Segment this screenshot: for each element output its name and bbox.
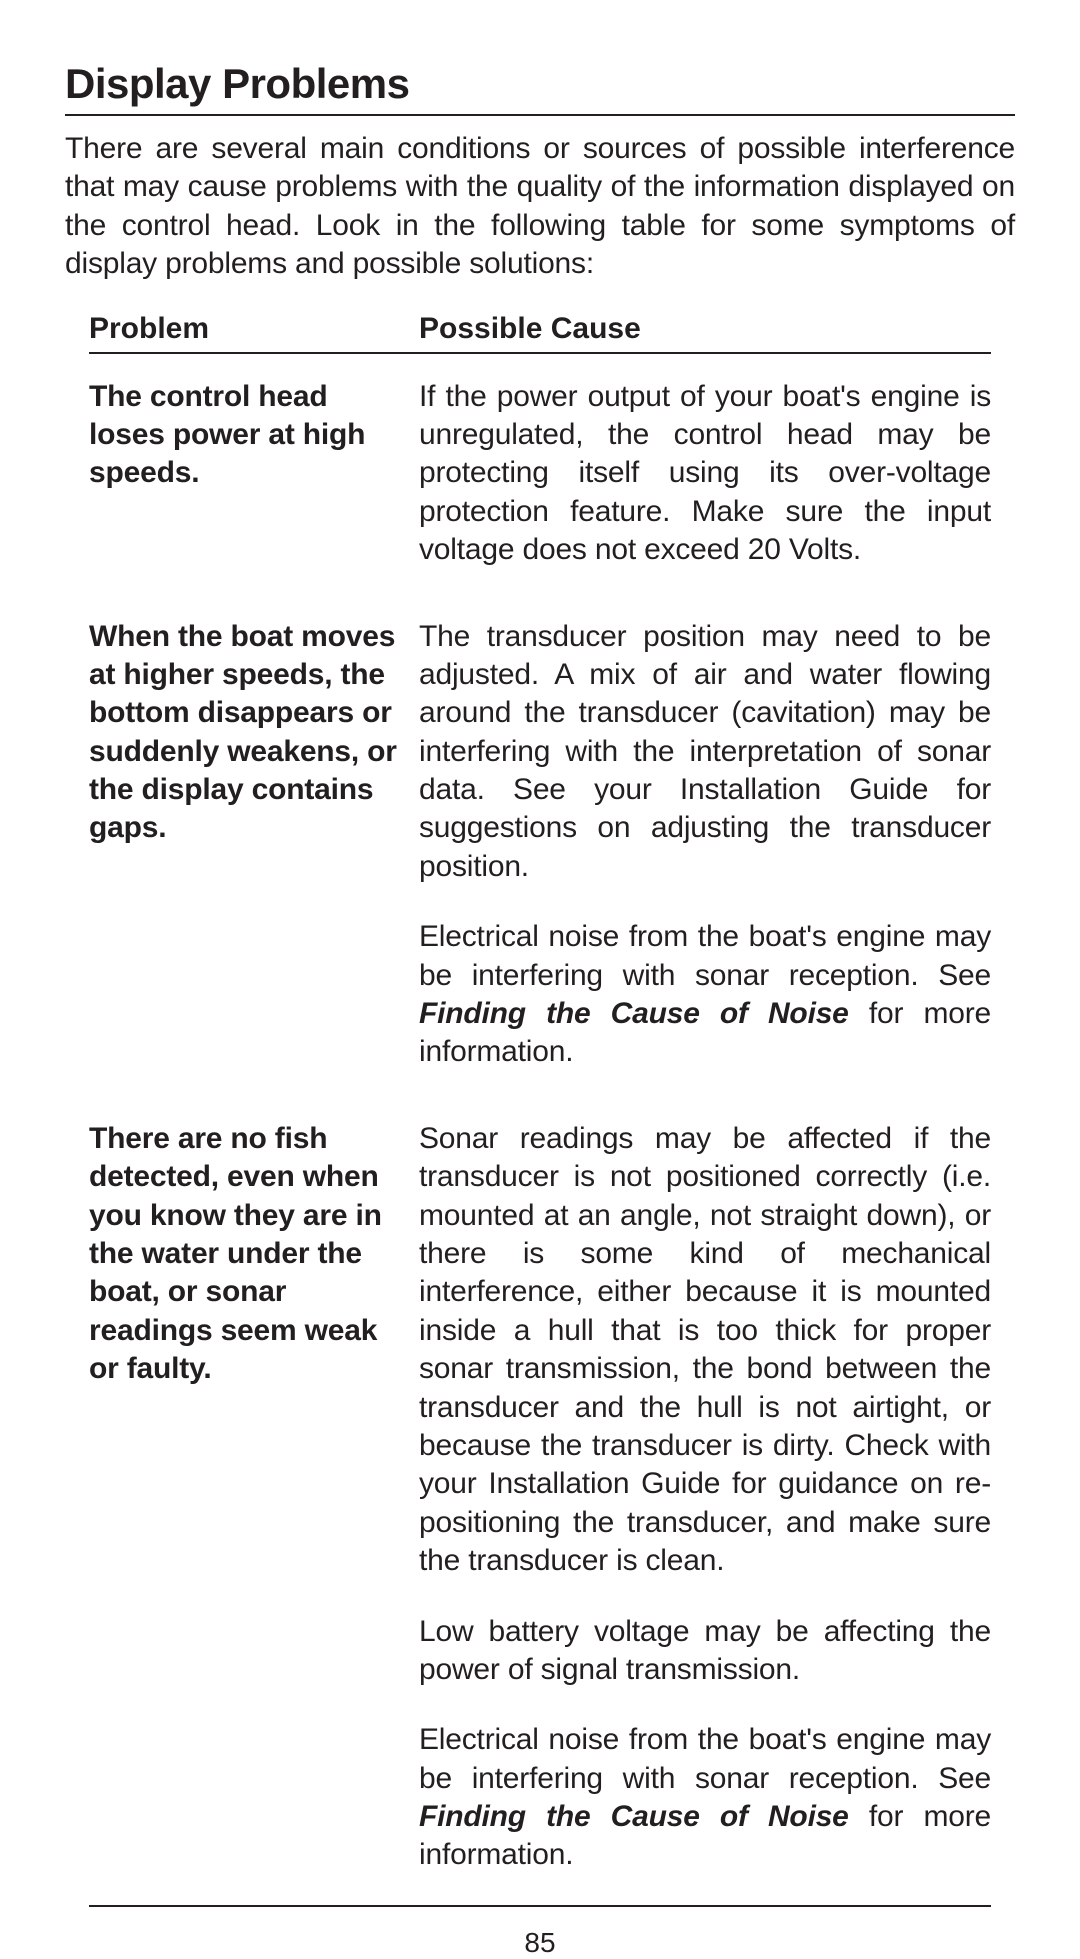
cause-cell: If the power output of your boat's engin… <box>419 378 991 570</box>
table-header-row: Problem Possible Cause <box>89 312 991 354</box>
section-title: Display Problems <box>65 60 1015 108</box>
problem-cell: There are no fish detected, even when yo… <box>89 1120 419 1875</box>
cause-paragraph: The transducer position may need to be a… <box>419 618 991 887</box>
cause-paragraph: Electrical noise from the boat's engine … <box>419 1721 991 1875</box>
column-header-problem: Problem <box>89 312 419 346</box>
problem-text: There are no fish detected, even when yo… <box>89 1120 399 1389</box>
table-row: There are no fish detected, even when yo… <box>89 1096 991 1899</box>
intro-paragraph: There are several main conditions or sou… <box>65 130 1015 284</box>
problem-text: The control head loses power at high spe… <box>89 378 399 493</box>
cause-paragraph: Low battery voltage may be affecting the… <box>419 1613 991 1690</box>
problem-text: When the boat moves at higher speeds, th… <box>89 618 399 848</box>
troubleshooting-table: Problem Possible Cause The control head … <box>89 312 991 1899</box>
table-row: The control head loses power at high spe… <box>89 354 991 594</box>
cause-cell: The transducer position may need to be a… <box>419 618 991 1072</box>
table-row: When the boat moves at higher speeds, th… <box>89 594 991 1096</box>
problem-cell: The control head loses power at high spe… <box>89 378 419 570</box>
cause-paragraph: Electrical noise from the boat's engine … <box>419 918 991 1072</box>
cross-reference: Finding the Cause of Noise <box>419 997 849 1030</box>
cause-paragraph: If the power output of your boat's engin… <box>419 378 991 570</box>
title-rule <box>65 114 1015 116</box>
manual-page: Display Problems There are several main … <box>0 0 1080 1959</box>
table-bottom-rule <box>89 1905 991 1907</box>
cross-reference: Finding the Cause of Noise <box>419 1800 849 1833</box>
cause-paragraph: Sonar readings may be affected if the tr… <box>419 1120 991 1581</box>
problem-cell: When the boat moves at higher speeds, th… <box>89 618 419 1072</box>
page-number: 85 <box>65 1927 1015 1959</box>
column-header-cause: Possible Cause <box>419 312 991 346</box>
cause-cell: Sonar readings may be affected if the tr… <box>419 1120 991 1875</box>
